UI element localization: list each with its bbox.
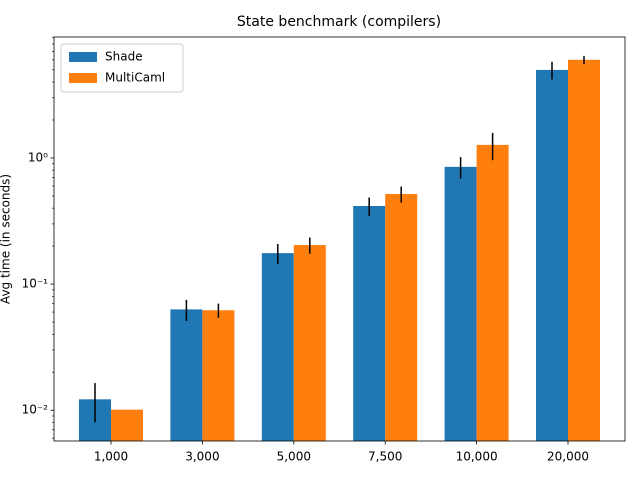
legend-label: MultiCaml bbox=[105, 71, 165, 85]
legend-swatch bbox=[69, 52, 97, 62]
legend-swatch bbox=[69, 73, 97, 83]
plot-frame bbox=[53, 36, 626, 442]
x-tick-label: 3,000 bbox=[185, 450, 219, 464]
bar bbox=[111, 409, 143, 441]
x-tick-label: 1,000 bbox=[94, 450, 128, 464]
bar bbox=[385, 193, 418, 441]
y-tick-label: 10⁰ bbox=[28, 150, 48, 164]
x-tick-label: 10,000 bbox=[456, 450, 498, 464]
x-tick-label: 5,000 bbox=[277, 450, 311, 464]
bar bbox=[444, 166, 477, 441]
y-tick-label: 10⁻¹ bbox=[22, 277, 49, 291]
x-tick-label: 20,000 bbox=[547, 450, 589, 464]
chart-title: State benchmark (compilers) bbox=[237, 14, 441, 30]
bar bbox=[261, 253, 294, 441]
bar bbox=[353, 206, 386, 441]
legend-label: Shade bbox=[105, 50, 143, 64]
bar bbox=[170, 309, 203, 441]
x-tick-label: 7,500 bbox=[368, 450, 402, 464]
bar bbox=[293, 245, 326, 441]
bar bbox=[202, 310, 235, 441]
bar bbox=[536, 69, 568, 441]
bar bbox=[476, 144, 509, 442]
bar bbox=[568, 59, 600, 441]
y-axis-label: Avg time (in seconds) bbox=[0, 174, 13, 304]
y-tick-label: 10⁻² bbox=[22, 403, 49, 417]
